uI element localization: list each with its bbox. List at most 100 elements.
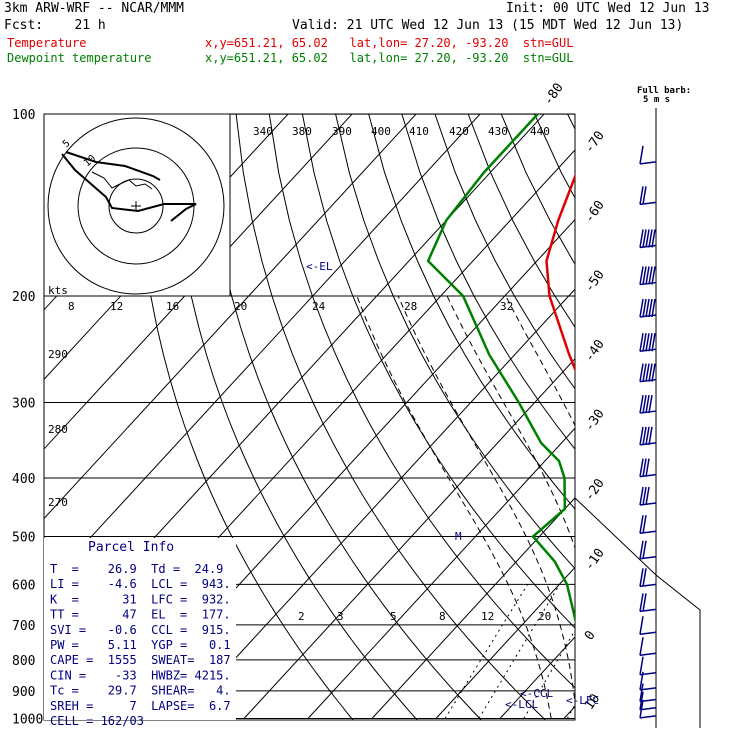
barb-flag [639, 266, 644, 285]
dry-adiabat [634, 114, 740, 731]
temperature-tick-label: -30 [582, 407, 608, 435]
barb-staff [639, 161, 657, 165]
theta-label: 340 [253, 125, 273, 138]
theta-label: 440 [530, 125, 550, 138]
theta-label: 380 [292, 125, 312, 138]
wind-barb [639, 458, 657, 478]
dry-adiabat [169, 114, 418, 720]
barb-flag [639, 616, 644, 635]
hodograph-ring-label: 5 [61, 138, 73, 150]
mixing-ratio-label: 5 [390, 610, 397, 623]
barb-flag [648, 298, 653, 318]
mixing-ratio-line [607, 584, 681, 718]
moist-adiabat [356, 295, 552, 719]
barb-flag [642, 486, 647, 506]
pressure-tick-label: 300 [12, 396, 35, 411]
wind-barb [639, 394, 657, 414]
mixing-ratio-label: 2 [298, 610, 305, 623]
temperature-tick-label: -70 [582, 128, 608, 156]
parcel-row: CELL = 162/03 [50, 714, 144, 728]
parcel-panel [44, 538, 236, 720]
wind-barb [639, 486, 657, 506]
barb-flag [639, 486, 644, 506]
dry-adiabat [401, 114, 575, 450]
ccl-marker: <-CCL [520, 687, 553, 700]
pressure-tick-label: 700 [12, 619, 35, 634]
pressure-tick-label: 500 [12, 531, 35, 546]
barb-flag [639, 568, 644, 587]
wind-barb [639, 540, 657, 560]
moist-adiabat-label: 20 [234, 300, 247, 313]
temperature-tick-label: 10 [582, 691, 603, 712]
moist-adiabat-label: 12 [110, 300, 123, 313]
theta-label: 270 [48, 496, 68, 509]
pressure-tick-label: 400 [12, 472, 35, 487]
hodograph-units: kts [48, 284, 68, 297]
barb-flag [651, 363, 656, 382]
dry-adiabat [136, 114, 354, 720]
dry-adiabat [335, 114, 575, 570]
hodograph-ring [108, 178, 164, 234]
moist-adiabat-label: 16 [166, 300, 179, 313]
temperature-tick-label: 0 [582, 628, 599, 643]
barb-staff [639, 631, 657, 636]
barb-flag [642, 266, 647, 285]
barb-flag [648, 363, 653, 382]
moist-adiabat-label: 8 [68, 300, 75, 313]
barb-flag [639, 145, 644, 165]
moist-adiabat-label: 24 [312, 300, 326, 313]
theta-label: 390 [332, 125, 352, 138]
wind-barb [639, 145, 657, 165]
dry-adiabat [368, 114, 575, 510]
wind-barb [639, 363, 657, 383]
temperature-tick-label: -10 [582, 546, 608, 574]
mixing-ratio-label: 12 [481, 610, 494, 623]
barb-flag [639, 540, 644, 559]
barb-flag [639, 229, 644, 248]
parcel-row: SVI = -0.6 CCL = 915. [50, 623, 231, 637]
barb-frame [574, 497, 701, 728]
wind-barb [639, 593, 657, 613]
isotherm [44, 114, 481, 589]
barb-flag [639, 458, 644, 477]
barb-flag [639, 699, 644, 718]
hodograph-box [43, 113, 231, 297]
wind-barb [639, 229, 657, 249]
barb-flag [642, 426, 647, 446]
barb-flag [639, 593, 644, 612]
barb-flag [651, 298, 656, 318]
wind-barb [639, 515, 657, 534]
pressure-tick-label: 1000 [12, 713, 43, 728]
barb-flag [639, 186, 644, 205]
isotherm [44, 114, 417, 520]
barb-flag [651, 333, 656, 352]
pressure-tick-label: 900 [12, 685, 35, 700]
barb-flag [639, 671, 644, 691]
barb-flag [642, 568, 647, 587]
theta-label: 290 [48, 348, 68, 361]
dry-adiabat [202, 114, 482, 720]
temperature-tick-label: -80 [541, 81, 567, 109]
hodograph-trace [65, 151, 161, 181]
lfc-marker: <-LFC [566, 694, 599, 707]
moist-adiabat-label: 28 [404, 300, 417, 313]
dry-adiabat [667, 114, 740, 731]
wind-barbs [574, 108, 701, 728]
barb-flag [639, 656, 644, 675]
theta-label: 430 [488, 125, 508, 138]
wind-barb [639, 691, 657, 711]
barb-flag [642, 298, 647, 318]
barb-note-line2: 5 m s [643, 95, 671, 105]
sounding-traces [426, 114, 575, 624]
barb-note-line1: Full barb: [637, 86, 692, 96]
isotherm [692, 114, 740, 718]
m-marker: M [455, 530, 462, 543]
parcel-row: SREH = 7 LAPSE= 6.7 [50, 699, 231, 713]
barb-flag [642, 186, 647, 205]
temperature-trace [545, 173, 575, 373]
parcel-row: Tc = 29.7 SHEAR= 4. [50, 684, 231, 698]
barb-staff [639, 715, 657, 719]
isotherm [371, 497, 575, 719]
dry-adiabat [235, 114, 547, 720]
barb-flag [645, 426, 650, 446]
